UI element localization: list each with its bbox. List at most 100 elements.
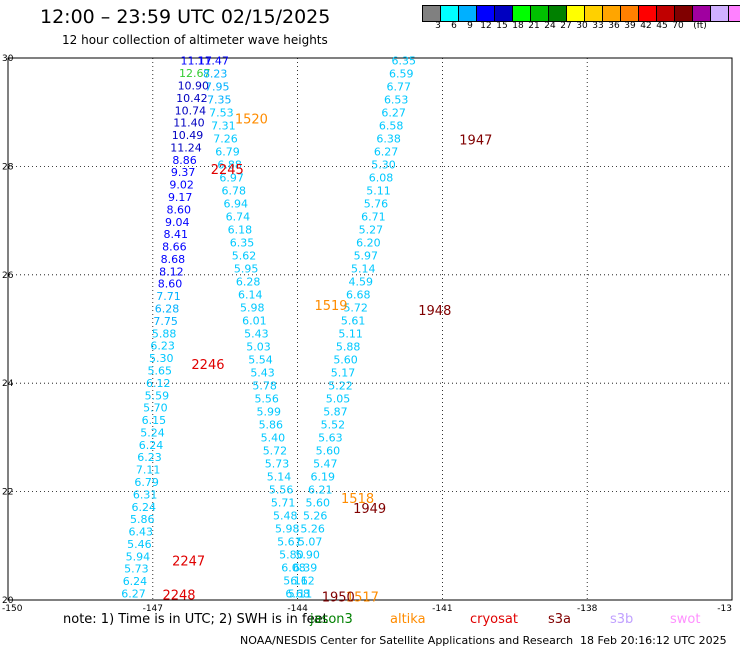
wave-height-value: 6.38: [376, 133, 401, 146]
wave-height-value: 5.26: [300, 523, 325, 536]
wave-height-value: 6.43: [129, 526, 154, 539]
footer-credit: NOAA/NESDIS Center for Satellite Applica…: [240, 634, 574, 647]
legend-item-cryosat: cryosat: [470, 612, 518, 627]
wave-height-value: 5.94: [126, 550, 151, 563]
wave-height-value: 5.73: [124, 563, 149, 576]
wave-height-value: 6.59: [389, 68, 414, 81]
wave-height-value: 5.90: [295, 549, 320, 562]
wave-height-value: 6.23: [137, 451, 162, 464]
wave-height-value: 5.97: [354, 250, 379, 263]
wave-height-value: 5.87: [323, 406, 348, 419]
footer-timestamp: 18 Feb 20:16:12 UTC 2025: [580, 634, 727, 647]
wave-height-value: 5.78: [252, 380, 277, 393]
wave-height-value: 5.65: [148, 364, 173, 377]
wave-height-value: 5.05: [326, 393, 351, 406]
wave-height-value: 9.02: [169, 179, 194, 192]
wave-height-value: 6.88: [217, 159, 242, 172]
wave-height-value: 5.76: [364, 198, 389, 211]
wave-height-value: 6.31: [133, 488, 158, 501]
wave-height-value: 5.26: [303, 510, 328, 523]
wave-height-value: 6.12: [290, 575, 315, 588]
wave-height-value: 5.11: [366, 185, 391, 198]
wave-height-value: 9.04: [165, 216, 190, 229]
wave-height-value: 10.74: [175, 104, 207, 117]
wave-height-value: 5.71: [271, 497, 296, 510]
wave-height-value: 5.52: [321, 419, 346, 432]
pass-time-label: 1519: [314, 299, 347, 314]
wave-height-value: 6.53: [384, 94, 409, 107]
wave-height-value: 10.90: [178, 79, 210, 92]
wave-height-value: 9.17: [168, 191, 193, 204]
pass-time-label: 1518: [341, 492, 374, 507]
color-swatch-17: [728, 5, 740, 22]
wave-height-value: 6.71: [361, 211, 386, 224]
wave-height-value: 6.74: [226, 211, 251, 224]
color-scale-label: 70: [672, 21, 684, 31]
wave-height-value: 5.54: [248, 354, 273, 367]
y-tick-label: 24: [2, 379, 14, 389]
wave-height-value: 6.18: [228, 224, 253, 237]
wave-height-value: 6.08: [281, 562, 306, 575]
wave-height-value: 5.11: [338, 328, 363, 341]
wave-height-value: 5.46: [127, 538, 152, 551]
wave-height-value: 4.59: [349, 276, 374, 289]
wave-height-value: 5.11: [288, 587, 313, 600]
pass-time-label: 2247: [172, 554, 205, 569]
wave-height-value: 7.31: [211, 120, 236, 133]
wave-height-value: 5.22: [328, 380, 353, 393]
wave-height-value: 5.61: [341, 315, 366, 328]
y-tick-label: 30: [2, 54, 14, 64]
wave-height-value: 5.14: [267, 471, 292, 484]
wave-height-value: 5.27: [359, 224, 384, 237]
y-tick-label: 20: [2, 596, 14, 606]
x-tick-label: -144: [287, 604, 308, 614]
color-scale-label: 36: [608, 21, 620, 31]
wave-height-value: 5.59: [145, 389, 170, 402]
wave-height-value: 6.27: [121, 587, 146, 600]
wave-height-value: 6.97: [219, 172, 244, 185]
wave-height-value: 9.37: [171, 166, 196, 179]
x-tick-label: -147: [143, 604, 163, 614]
wave-height-value: 6.35: [230, 237, 255, 250]
wave-height-value: 6.12: [146, 377, 171, 390]
wave-height-value: 6.28: [236, 276, 261, 289]
wave-height-value: 6.20: [356, 237, 381, 250]
wave-height-value: 8.12: [159, 265, 184, 278]
wave-height-value: 5.72: [263, 445, 288, 458]
color-scale-label: 33: [592, 21, 604, 31]
page-title: 12:00 – 23:59 UTC 02/15/2025: [40, 6, 331, 28]
wave-height-value: 6.94: [224, 198, 249, 211]
wave-height-value: 5.60: [305, 497, 330, 510]
wave-height-value: 8.60: [166, 203, 191, 216]
wave-height-value: 5.07: [298, 536, 323, 549]
wave-height-value: 11.47: [197, 55, 229, 68]
wave-height-value: 5.16: [283, 575, 308, 588]
color-scale-label: 30: [576, 21, 588, 31]
wave-height-value: 6.79: [215, 146, 240, 159]
wave-height-value: 7.71: [156, 290, 181, 303]
x-tick-label: -13: [717, 604, 732, 614]
wave-height-value: 6.01: [242, 315, 267, 328]
wave-height-value: 5.88: [336, 341, 361, 354]
wave-height-value: 5.95: [234, 263, 259, 276]
wave-height-value: 8.23: [203, 68, 228, 81]
wave-height-value: 5.98: [275, 523, 300, 536]
wave-height-value: 5.61: [277, 536, 302, 549]
pass-time-label: 2248: [162, 589, 195, 604]
wave-height-value: 6.24: [131, 501, 156, 514]
wave-height-value: 6.24: [139, 439, 164, 452]
pass-time-label: 1949: [353, 502, 386, 517]
wave-height-value: 5.73: [265, 458, 290, 471]
wave-height-value: 11.17: [180, 55, 212, 68]
x-tick-label: -150: [2, 604, 23, 614]
legend-item-jason3: jason3: [310, 612, 353, 627]
wave-height-value: 6.68: [346, 289, 371, 302]
color-scale-label: 21: [528, 21, 540, 31]
wave-height-value: 6.78: [221, 185, 246, 198]
wave-height-value: 5.88: [152, 327, 177, 340]
wave-height-value: 6.79: [134, 476, 159, 489]
color-scale-label: (ft): [693, 21, 707, 31]
wave-height-value: 6.24: [123, 575, 148, 588]
wave-height-value: 7.53: [209, 107, 234, 120]
